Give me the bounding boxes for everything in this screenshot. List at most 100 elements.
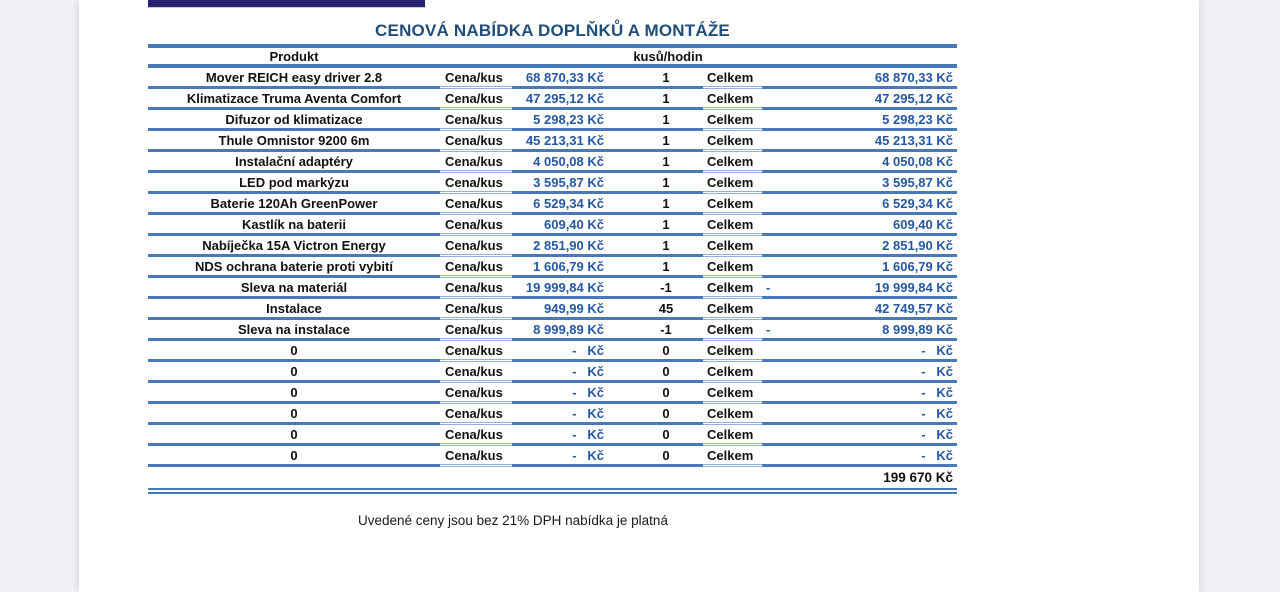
total-value: 47 295,12 Kč <box>874 90 953 106</box>
quantity-cell: 1 <box>607 131 703 152</box>
price-label-cell: Cena/kus <box>440 299 512 320</box>
negative-sign: - <box>766 279 771 295</box>
product-cell: Difuzor od klimatizace <box>148 110 440 131</box>
total-label-cell: Celkem <box>703 320 762 341</box>
total-label-cell: Celkem <box>703 299 762 320</box>
price-table: Produkt kusů/hodin Mover REICH easy driv… <box>148 44 957 494</box>
unit-price-cell: 6 529,34 Kč <box>512 194 607 215</box>
total-label-cell: Celkem <box>703 152 762 173</box>
table-row: NDS ochrana baterie proti vybití Cena/kus… <box>148 257 957 278</box>
product-cell: LED pod markýzu <box>148 173 440 194</box>
table-row: Kastlík na baterii Cena/kus 609,40 Kč 1 Celk… <box>148 215 957 236</box>
product-cell: Sleva na materiál <box>148 278 440 299</box>
price-label-cell: Cena/kus <box>440 341 512 362</box>
table-row: 0 Cena/kus - Kč 0 Celkem - Kč <box>148 446 957 467</box>
total-cell: 609,40 Kč <box>762 215 957 236</box>
unit-price-cell: - Kč <box>512 341 607 362</box>
product-cell: 0 <box>148 383 440 404</box>
table-row: Baterie 120Ah GreenPower Cena/kus 6 529,34… <box>148 194 957 215</box>
price-label-cell: Cena/kus <box>440 425 512 446</box>
quantity-value: 1 <box>662 216 670 232</box>
quantity-value: 1 <box>662 258 670 274</box>
total-value: 2 851,90 Kč <box>882 237 953 253</box>
header-product: Produkt <box>269 48 319 64</box>
total-cell: - 8 999,89 Kč <box>762 320 957 341</box>
price-label-cell: Cena/kus <box>440 404 512 425</box>
price-label-cell: Cena/kus <box>440 278 512 299</box>
total-cell: 1 606,79 Kč <box>762 257 957 278</box>
table-row: Mover REICH easy driver 2.8 Cena/kus 68 87… <box>148 68 957 89</box>
total-value: - Kč <box>921 447 953 463</box>
total-label-cell: Celkem <box>703 194 762 215</box>
quantity-cell: 1 <box>607 215 703 236</box>
product-cell: Sleva na instalace <box>148 320 440 341</box>
quantity-value: -1 <box>660 279 672 295</box>
total-value: - Kč <box>921 363 953 379</box>
quantity-value: 45 <box>658 300 674 316</box>
quantity-cell: 1 <box>607 152 703 173</box>
total-cell: 42 749,57 Kč <box>762 299 957 320</box>
product-cell: Klimatizace Truma Aventa Comfort <box>148 89 440 110</box>
total-value: 42 749,57 Kč <box>874 300 953 316</box>
quantity-cell: 45 <box>607 299 703 320</box>
quantity-value: 0 <box>662 426 670 442</box>
total-cell: 6 529,34 Kč <box>762 194 957 215</box>
price-label-cell: Cena/kus <box>440 257 512 278</box>
product-cell: 0 <box>148 425 440 446</box>
table-row: Klimatizace Truma Aventa Comfort Cena/kus… <box>148 89 957 110</box>
total-cell: 3 595,87 Kč <box>762 173 957 194</box>
total-value: 8 999,89 Kč <box>882 321 953 337</box>
quantity-value: 1 <box>662 174 670 190</box>
total-label-cell: Celkem <box>703 383 762 404</box>
total-cell: 47 295,12 Kč <box>762 89 957 110</box>
table-closing-rule <box>148 488 957 494</box>
table-header-row: Produkt kusů/hodin <box>148 44 957 68</box>
price-label-cell: Cena/kus <box>440 173 512 194</box>
table-body: Mover REICH easy driver 2.8 Cena/kus 68 87… <box>148 68 957 467</box>
unit-price-cell: 609,40 Kč <box>512 215 607 236</box>
total-cell: - Kč <box>762 383 957 404</box>
price-label-cell: Cena/kus <box>440 194 512 215</box>
total-value: 19 999,84 Kč <box>874 279 953 295</box>
quantity-cell: 0 <box>607 383 703 404</box>
price-label-cell: Cena/kus <box>440 362 512 383</box>
total-cell: - Kč <box>762 362 957 383</box>
quantity-value: 0 <box>662 405 670 421</box>
total-value: 45 213,31 Kč <box>874 132 953 148</box>
total-value: 1 606,79 Kč <box>882 258 953 274</box>
total-label-cell: Celkem <box>703 236 762 257</box>
quantity-cell: 0 <box>607 341 703 362</box>
total-cell: 2 851,90 Kč <box>762 236 957 257</box>
unit-price-cell: 1 606,79 Kč <box>512 257 607 278</box>
quantity-value: 0 <box>662 363 670 379</box>
grand-total-value: 199 670 Kč <box>883 470 953 485</box>
price-label-cell: Cena/kus <box>440 446 512 467</box>
quantity-value: 1 <box>662 237 670 253</box>
total-cell: 4 050,08 Kč <box>762 152 957 173</box>
table-row: Instalace Cena/kus 949,99 Kč 45 Celkem 42 749… <box>148 299 957 320</box>
table-row: LED pod markýzu Cena/kus 3 595,87 Kč 1 Celke… <box>148 173 957 194</box>
total-label-cell: Celkem <box>703 89 762 110</box>
unit-price-cell: 3 595,87 Kč <box>512 173 607 194</box>
unit-price-cell: 4 050,08 Kč <box>512 152 607 173</box>
total-value: - Kč <box>921 384 953 400</box>
total-cell: - Kč <box>762 341 957 362</box>
price-label-cell: Cena/kus <box>440 131 512 152</box>
unit-price-cell: - Kč <box>512 446 607 467</box>
total-value: - Kč <box>921 405 953 421</box>
product-cell: Mover REICH easy driver 2.8 <box>148 68 440 89</box>
grand-total-row: 199 670 Kč <box>148 467 957 488</box>
total-cell: - Kč <box>762 404 957 425</box>
price-label-cell: Cena/kus <box>440 68 512 89</box>
total-value: 5 298,23 Kč <box>882 111 953 127</box>
total-label-cell: Celkem <box>703 404 762 425</box>
product-cell: Instalační adaptéry <box>148 152 440 173</box>
total-label-cell: Celkem <box>703 257 762 278</box>
total-label-cell: Celkem <box>703 173 762 194</box>
quantity-cell: 0 <box>607 425 703 446</box>
price-label-cell: Cena/kus <box>440 236 512 257</box>
table-row: Instalační adaptéry Cena/kus 4 050,08 Kč 1 C… <box>148 152 957 173</box>
quantity-cell: 1 <box>607 173 703 194</box>
total-cell: 5 298,23 Kč <box>762 110 957 131</box>
product-cell: Kastlík na baterii <box>148 215 440 236</box>
